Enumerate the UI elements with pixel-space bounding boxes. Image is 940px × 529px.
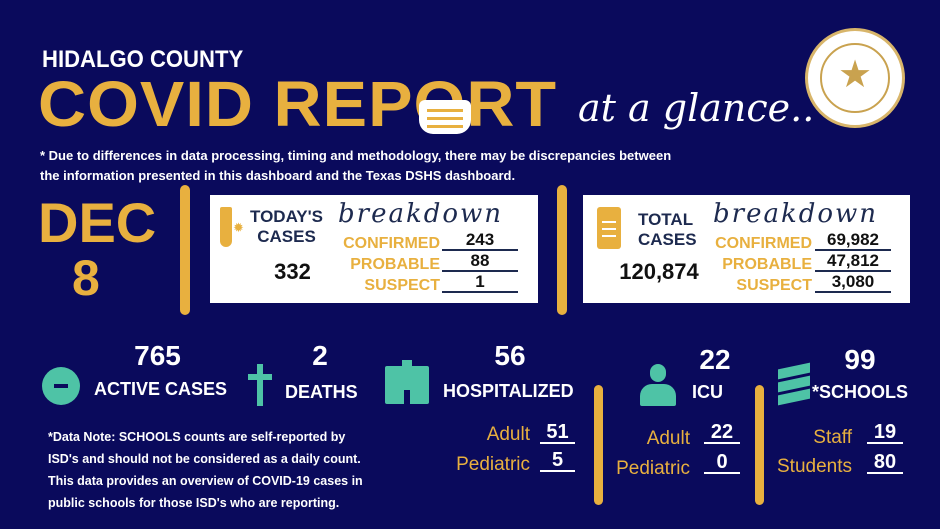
panel-title: TODAY'S	[250, 207, 324, 226]
note-line: ISD's and should not be considered as a …	[48, 452, 361, 466]
clipboard-icon	[597, 207, 621, 249]
total-cases-panel: TOTAL CASES breakdown 120,874 CONFIRMED …	[583, 195, 910, 303]
confirmed-label: CONFIRMED	[343, 235, 440, 252]
schools-value: 99	[844, 344, 876, 375]
date-day: 8	[72, 250, 100, 306]
icu-label: ICU	[692, 382, 723, 402]
test-tube-icon	[220, 207, 232, 247]
disclaimer-line: the information presented in this dashbo…	[40, 168, 516, 183]
probable-value: 47,812	[815, 252, 891, 272]
icu-adult-value: 22	[704, 422, 740, 444]
total-cases: 120,874	[619, 259, 699, 284]
active-cases-label: ACTIVE CASES	[94, 379, 228, 399]
books-icon	[778, 362, 810, 406]
tagline: at a glance..	[578, 86, 815, 130]
star-icon: ★	[837, 54, 873, 96]
note-line: public schools for those ISD's who are r…	[48, 496, 340, 510]
deaths-value: 2	[312, 340, 328, 371]
probable-label: PROBABLE	[722, 256, 812, 273]
note-line: This data provides an overview of COVID-…	[48, 474, 363, 488]
hospitalized-value: 56	[494, 340, 526, 371]
hospitalized-adult-value: 51	[540, 422, 575, 444]
divider	[594, 385, 603, 505]
face-mask-icon	[419, 100, 471, 134]
doctor-icon	[640, 364, 676, 406]
disclaimer-line: * Due to differences in data processing,…	[40, 148, 672, 163]
confirmed-value: 243	[442, 231, 518, 251]
divider	[755, 385, 764, 505]
schools-label: *SCHOOLS	[812, 382, 909, 402]
adult-label: Adult	[646, 428, 690, 449]
breakdown-label: breakdown	[713, 199, 879, 229]
divider	[557, 185, 567, 315]
probable-label: PROBABLE	[350, 256, 440, 273]
deaths-label: DEATHS	[285, 382, 358, 402]
divider	[180, 185, 190, 315]
data-note: *Data Note: SCHOOLS counts are self-repo…	[48, 426, 363, 514]
icu-value: 22	[699, 344, 731, 375]
suspect-value: 3,080	[815, 273, 891, 293]
probable-value: 88	[442, 252, 518, 272]
breakdown-label: breakdown	[338, 199, 504, 229]
county-name: HIDALGO COUNTY	[42, 46, 244, 73]
date-month: DEC	[38, 191, 157, 254]
hospital-icon	[385, 360, 429, 404]
icu-pediatric-value: 0	[704, 452, 740, 474]
suspect-label: SUSPECT	[364, 277, 440, 294]
students-label: Students	[777, 456, 852, 477]
schools-staff-value: 19	[867, 422, 903, 444]
cross-icon	[248, 364, 272, 406]
note-line: *Data Note: SCHOOLS counts are self-repo…	[48, 430, 346, 444]
pediatric-label: Pediatric	[616, 458, 690, 479]
panel-title: TOTAL	[638, 210, 694, 229]
confirmed-label: CONFIRMED	[715, 235, 812, 252]
minus-circle-icon	[42, 367, 80, 405]
adult-label: Adult	[486, 424, 530, 445]
todays-cases-panel: ✹ TODAY'S CASES breakdown 332 CONFIRMED …	[210, 195, 538, 303]
suspect-label: SUSPECT	[736, 277, 812, 294]
hospitalized-label: HOSPITALIZED	[443, 381, 574, 401]
schools-students-value: 80	[867, 452, 903, 474]
staff-label: Staff	[813, 427, 852, 448]
hospitalized-pediatric-value: 5	[540, 450, 575, 472]
panel-title: CASES	[257, 227, 316, 246]
suspect-value: 1	[442, 273, 518, 293]
todays-total: 332	[274, 259, 311, 284]
panel-title: CASES	[638, 230, 697, 249]
county-seal: ★	[805, 28, 905, 128]
confirmed-value: 69,982	[815, 231, 891, 251]
virus-icon: ✹	[233, 220, 244, 235]
active-cases-value: 765	[134, 340, 181, 371]
pediatric-label: Pediatric	[456, 454, 530, 475]
